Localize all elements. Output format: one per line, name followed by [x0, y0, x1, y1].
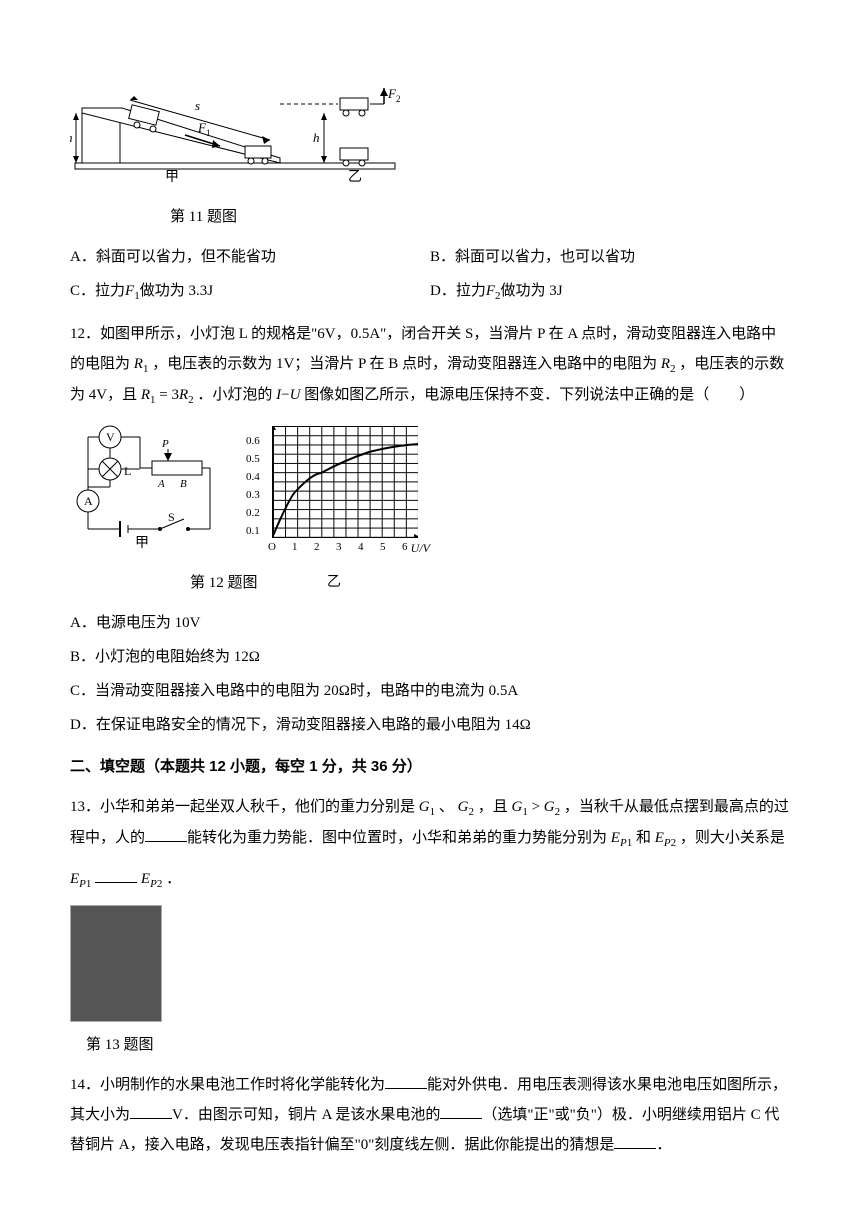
iu-chart: I/A 0.1 0.2 0.3 0.4 0.5 0.6 O 1 2 3 4 5 … [244, 420, 424, 560]
q13-caption: 第 13 题图 [70, 1030, 790, 1060]
q12-figure: V L A P A B S [70, 419, 790, 560]
q11-optA: A．斜面可以省力，但不能省功 [70, 240, 430, 274]
q14-blank2 [130, 1103, 172, 1119]
q13-blank2 [95, 867, 137, 883]
svg-text:h: h [70, 130, 73, 145]
q11-optC: C．拉力F1做功为 3.3J [70, 274, 430, 309]
x-axis-title: U/V [411, 536, 430, 560]
svg-text:2: 2 [396, 94, 400, 104]
q12-options: A．电源电压为 10V B．小灯泡的电阻始终为 12Ω C．当滑动变阻器接入电路… [70, 606, 790, 742]
optD-pre: D．拉力 [430, 283, 486, 299]
q11-optB: B．斜面可以省力，也可以省功 [430, 240, 790, 274]
incline-diagram: F1 s h F2 h 甲 乙 [70, 68, 400, 183]
q12-s4: ．小灯泡的 [197, 387, 272, 403]
optD-suf: 做功为 3J [501, 283, 563, 299]
optC-suf: 做功为 3.3J [140, 283, 213, 299]
optC-pre: C．拉力 [70, 283, 125, 299]
q11-figure: F1 s h F2 h 甲 乙 [70, 68, 790, 194]
q11-options: A．斜面可以省力，但不能省功 B．斜面可以省力，也可以省功 C．拉力F1做功为 … [70, 240, 790, 309]
q12-optB: B．小灯泡的电阻始终为 12Ω [70, 640, 790, 674]
q13-period: ． [166, 871, 181, 887]
svg-text:A: A [84, 494, 93, 508]
q12-s5: 图像如图乙所示，电源电压保持不变．下列说法中正确的是（ ） [304, 387, 754, 403]
q13-stem: 13．小华和弟弟一起坐双人秋千，他们的重力分别是 G1 、 G2 ，且 G1 >… [70, 792, 790, 854]
q12-optC: C．当滑动变阻器接入电路中的电阻为 20Ω时，电路中的电流为 0.5A [70, 674, 790, 708]
q13-relation: EP1 EP2 ． [70, 864, 790, 895]
svg-text:h: h [313, 130, 320, 145]
q14-blank3 [440, 1103, 482, 1119]
fig-label-yi2: 乙 [244, 569, 424, 597]
svg-text:L: L [124, 464, 131, 478]
circuit-diagram: V L A P A B S [70, 419, 220, 560]
q13-and: 、 [439, 799, 454, 815]
fig-label-yi: 乙 [348, 169, 362, 183]
q14-blank1 [385, 1073, 427, 1089]
q11-caption: 第 11 题图 [70, 202, 790, 232]
svg-text:A: A [157, 478, 165, 490]
iu-curve [272, 426, 418, 538]
q13-blank1 [145, 826, 187, 842]
q14-s5: ． [656, 1137, 671, 1153]
q13-s2: ，且 [478, 799, 508, 815]
q14-s3: V．由图示可知，铜片 A 是该水果电池的 [172, 1107, 440, 1123]
q14-s1: 14．小明制作的水果电池工作时将化学能转化为 [70, 1077, 385, 1093]
svg-text:甲: 甲 [135, 536, 149, 549]
svg-text:S: S [168, 510, 175, 524]
q12-optA: A．电源电压为 10V [70, 606, 790, 640]
q12-stem: 12．如图甲所示，小灯泡 L 的规格是"6V，0.5A"，闭合开关 S，当滑片 … [70, 319, 790, 411]
q14-stem: 14．小明制作的水果电池工作时将化学能转化为能对外供电．用电压表测得该水果电池电… [70, 1070, 790, 1160]
q12-s2: ，电压表的示数为 1V；当滑片 P 在 B 点时，滑动变阻器连入电路中的电阻为 [152, 356, 657, 372]
fig-label-jia: 甲 [165, 170, 179, 183]
svg-text:P: P [161, 438, 169, 450]
q13-s5: 和 [636, 830, 651, 846]
q13-s4: 能转化为重力势能．图中位置时，小华和弟弟的重力势能分别为 [187, 830, 607, 846]
svg-text:B: B [180, 478, 187, 490]
svg-text:s: s [195, 98, 200, 113]
q13-s1: 13．小华和弟弟一起坐双人秋千，他们的重力分别是 [70, 799, 415, 815]
svg-text:V: V [106, 430, 115, 444]
section-2-heading: 二、填空题（本题共 12 小题，每空 1 分，共 36 分） [70, 752, 790, 782]
q13-figure [70, 905, 790, 1022]
q13-s6: ，则大小关系是 [680, 830, 785, 846]
q12-optD: D．在保证电路安全的情况下，滑动变阻器接入电路的最小电阻为 14Ω [70, 708, 790, 742]
svg-text:1: 1 [206, 128, 211, 138]
q11-optD: D．拉力F2做功为 3J [430, 274, 790, 309]
q14-blank4 [614, 1133, 656, 1149]
q12-caption: 第 12 题图 [70, 568, 790, 598]
